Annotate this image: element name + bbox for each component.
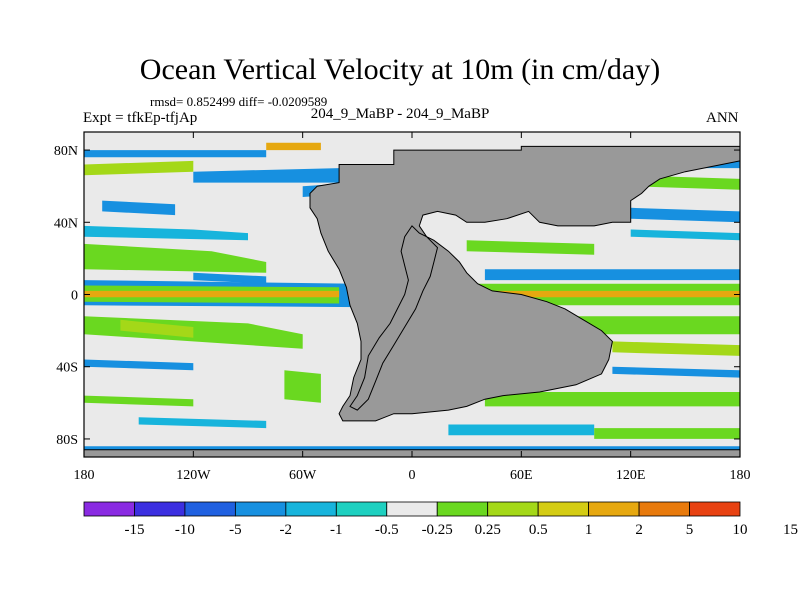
velocity-contour-patch <box>466 240 595 255</box>
velocity-contour-patch <box>84 290 340 298</box>
velocity-contour-patch <box>138 417 267 429</box>
colorbar-swatch <box>285 501 337 517</box>
velocity-contour-patch <box>484 392 740 407</box>
colorbar-swatch <box>184 501 236 517</box>
map-title: Ocean Vertical Velocity at 10m (in cm/da… <box>139 53 661 86</box>
x-tick-label: 120W <box>176 468 211 483</box>
velocity-contour-patch <box>484 269 740 281</box>
velocity-contour-patch <box>594 428 740 439</box>
velocity-contour-patch <box>457 290 740 298</box>
y-tick-label: 80S <box>56 433 78 448</box>
colorbar-swatch <box>335 501 388 517</box>
velocity-contour-patch <box>84 150 267 158</box>
velocity-contour-patch <box>102 200 176 216</box>
velocity-contour-patch <box>84 243 267 273</box>
colorbar-swatch <box>588 501 640 517</box>
y-tick-label: 80N <box>54 144 78 159</box>
colorbar-label: -5 <box>229 522 242 538</box>
velocity-contour-patch <box>84 359 194 371</box>
x-tick-label: 60E <box>510 468 533 483</box>
colorbar-label: -0.25 <box>422 522 453 538</box>
colorbar-label: 0.5 <box>529 522 548 538</box>
colorbar-swatch <box>234 501 287 517</box>
colorbar-swatch <box>83 501 135 517</box>
velocity-contour-patch <box>84 160 194 176</box>
colorbar-label: 15 <box>783 522 798 538</box>
land-mass <box>309 132 740 422</box>
velocity-contour-patch <box>84 225 248 241</box>
colorbar-label: -10 <box>175 522 195 538</box>
velocity-contour-patch <box>193 168 340 183</box>
y-tick-label: 40N <box>54 216 78 231</box>
cases-label: 204_9_MaBP - 204_9_MaBP <box>310 106 490 122</box>
colorbar-label: 10 <box>733 522 748 538</box>
colorbar-label: 2 <box>635 522 643 538</box>
colorbar-swatch <box>134 501 186 517</box>
velocity-contour-patch <box>630 207 740 223</box>
x-tick-label: 180 <box>730 468 751 483</box>
colorbar-swatch <box>386 501 438 517</box>
colorbar-label: 0.25 <box>475 522 501 538</box>
colorbar-label: -1 <box>330 522 343 538</box>
colorbar-label: -0.5 <box>375 522 399 538</box>
x-tick-label: 120E <box>616 468 646 483</box>
velocity-contour-patch <box>84 395 194 407</box>
velocity-contour-patch <box>612 366 740 378</box>
velocity-contour-patch <box>284 370 321 403</box>
velocity-contour-patch <box>120 319 194 338</box>
stats-line: rmsd= 0.852499 diff= -0.0209589 <box>150 94 328 109</box>
experiment-label: Expt = tfkEp-tfjAp <box>83 110 198 126</box>
season-label: ANN <box>706 110 739 126</box>
colorbar-swatch <box>436 501 489 517</box>
velocity-contour-patch <box>448 424 595 436</box>
x-tick-label: 0 <box>409 468 416 483</box>
y-tick-label: 40S <box>56 361 78 376</box>
x-tick-label: 180 <box>74 468 95 483</box>
colorbar-swatch <box>537 501 590 517</box>
velocity-contour-patch <box>630 229 740 241</box>
velocity-contour-patch <box>266 142 321 151</box>
colorbar-swatch <box>487 501 539 517</box>
x-tick-label: 60W <box>289 468 317 483</box>
colorbar-swatch <box>689 501 741 517</box>
colorbar-swatch <box>638 501 690 517</box>
colorbar-label: 5 <box>686 522 694 538</box>
velocity-contour-patch <box>612 341 740 356</box>
colorbar-label: -2 <box>280 522 293 538</box>
velocity-contour-patch <box>193 272 267 284</box>
colorbar-label: -15 <box>125 522 145 538</box>
colorbar-label: 1 <box>585 522 593 538</box>
y-tick-label: 0 <box>71 289 78 304</box>
